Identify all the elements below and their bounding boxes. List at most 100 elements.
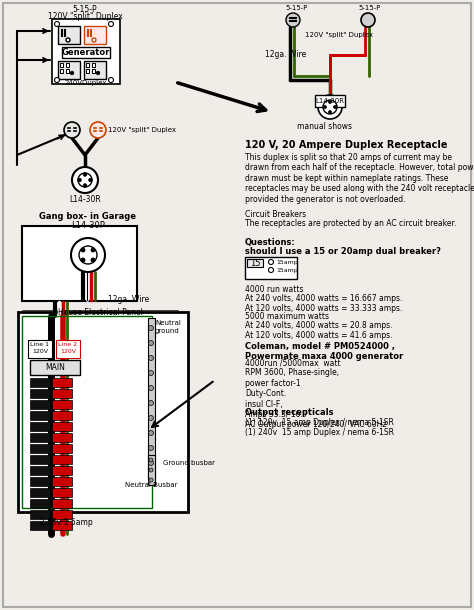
Text: 5-15-P: 5-15-P (73, 5, 97, 14)
Circle shape (70, 71, 74, 75)
Text: At 240 volts, 4000 watts = 20.8 amps.
At 120 volts, 4000 watts = 41.6 amps.: At 240 volts, 4000 watts = 20.8 amps. At… (245, 321, 392, 340)
Bar (30, 360, 80, 375)
Text: Output recepticals: Output recepticals (245, 408, 334, 417)
Bar (52, 19, 120, 84)
Text: 15amp: 15amp (276, 268, 298, 273)
Circle shape (328, 110, 331, 113)
Text: Line 2: Line 2 (58, 342, 78, 347)
Bar (52, 521, 72, 530)
Bar (52, 510, 72, 519)
Text: 120V: 120V (32, 349, 48, 354)
Text: Gang box- in Garage: Gang box- in Garage (39, 212, 137, 221)
Circle shape (148, 326, 154, 331)
Text: 120 V, 20 Ampere Duplex Receptacle: 120 V, 20 Ampere Duplex Receptacle (245, 140, 447, 150)
Circle shape (148, 415, 154, 420)
Circle shape (148, 386, 154, 390)
Bar (28, 340, 52, 358)
Bar (61, 68, 64, 73)
Circle shape (96, 71, 100, 75)
Circle shape (286, 13, 300, 27)
Text: L14-30R: L14-30R (69, 195, 101, 204)
Circle shape (109, 21, 113, 26)
Circle shape (148, 356, 154, 361)
Bar (52, 455, 72, 464)
Circle shape (323, 100, 337, 114)
Text: should I use a 15 or 20amp dual breaker?: should I use a 15 or 20amp dual breaker? (245, 247, 441, 256)
Bar (30, 488, 50, 497)
Bar (315, 95, 345, 107)
Text: Ground busbar: Ground busbar (163, 460, 215, 466)
Text: 5-15-P: 5-15-P (358, 5, 380, 11)
Circle shape (148, 401, 154, 406)
Bar (86, 68, 90, 73)
Bar (92, 68, 95, 73)
Bar (30, 389, 50, 398)
Bar (22, 316, 152, 508)
Text: MAIN: MAIN (45, 363, 65, 372)
Bar (61, 62, 64, 66)
Bar (30, 444, 50, 453)
Text: 5-15-P: 5-15-P (285, 5, 307, 11)
Bar (247, 259, 263, 267)
Text: Line 1: Line 1 (30, 342, 49, 347)
Circle shape (78, 178, 82, 182)
Bar (52, 477, 72, 486)
Circle shape (323, 106, 327, 109)
Circle shape (149, 458, 153, 462)
Text: 15: 15 (250, 259, 260, 268)
Text: At 240 volts, 4000 watts = 16.667 amps.
At 120 volts, 4000 watts = 33.333 amps.: At 240 volts, 4000 watts = 16.667 amps. … (245, 294, 402, 314)
Bar (22, 226, 137, 301)
Bar (30, 510, 50, 519)
Bar (30, 477, 50, 486)
Bar (52, 444, 72, 453)
Bar (56, 340, 80, 358)
Circle shape (55, 21, 60, 26)
Bar (52, 499, 72, 508)
Circle shape (318, 95, 342, 119)
Bar (62, 47, 110, 58)
Bar (30, 466, 50, 475)
Text: Neutral: Neutral (155, 320, 181, 326)
Bar (52, 378, 72, 387)
Circle shape (66, 38, 70, 42)
Circle shape (149, 478, 153, 482)
Bar (66, 62, 70, 66)
Bar (30, 455, 50, 464)
Circle shape (78, 173, 92, 187)
Bar (52, 422, 72, 431)
Circle shape (71, 238, 105, 272)
Bar (30, 411, 50, 420)
Circle shape (92, 38, 96, 42)
Bar (92, 62, 95, 66)
Circle shape (90, 122, 106, 138)
Circle shape (334, 106, 337, 109)
Bar (66, 68, 70, 73)
Bar (84, 26, 106, 44)
Circle shape (328, 101, 331, 104)
Text: Circuit Breakers: Circuit Breakers (245, 210, 306, 219)
Circle shape (83, 184, 87, 187)
Circle shape (64, 122, 80, 138)
Text: 15amp: 15amp (276, 260, 298, 265)
Text: 2 30v 1 5amp: 2 30v 1 5amp (40, 518, 93, 527)
Bar (30, 400, 50, 409)
Bar (58, 26, 80, 44)
Text: 120V "split" Duplex: 120V "split" Duplex (47, 12, 122, 21)
Bar (148, 455, 155, 485)
Circle shape (148, 461, 154, 465)
Bar (30, 378, 50, 387)
Circle shape (268, 268, 273, 273)
Circle shape (55, 77, 60, 82)
Circle shape (148, 340, 154, 345)
Bar (30, 422, 50, 431)
Text: L14-30P: L14-30P (71, 221, 105, 230)
Circle shape (148, 445, 154, 451)
Text: (1) 120v  15 amp Duplex / nema 5-1SR
(1) 240v  15 amp Duplex / nema 6-1SR: (1) 120v 15 amp Duplex / nema 5-1SR (1) … (245, 418, 394, 437)
Circle shape (91, 258, 95, 262)
Bar (30, 521, 50, 530)
Text: 4000 run watts: 4000 run watts (245, 285, 303, 294)
Bar (245, 257, 297, 279)
Circle shape (89, 178, 92, 182)
Text: 5000 maximum watts: 5000 maximum watts (245, 312, 329, 321)
Bar (86, 62, 90, 66)
